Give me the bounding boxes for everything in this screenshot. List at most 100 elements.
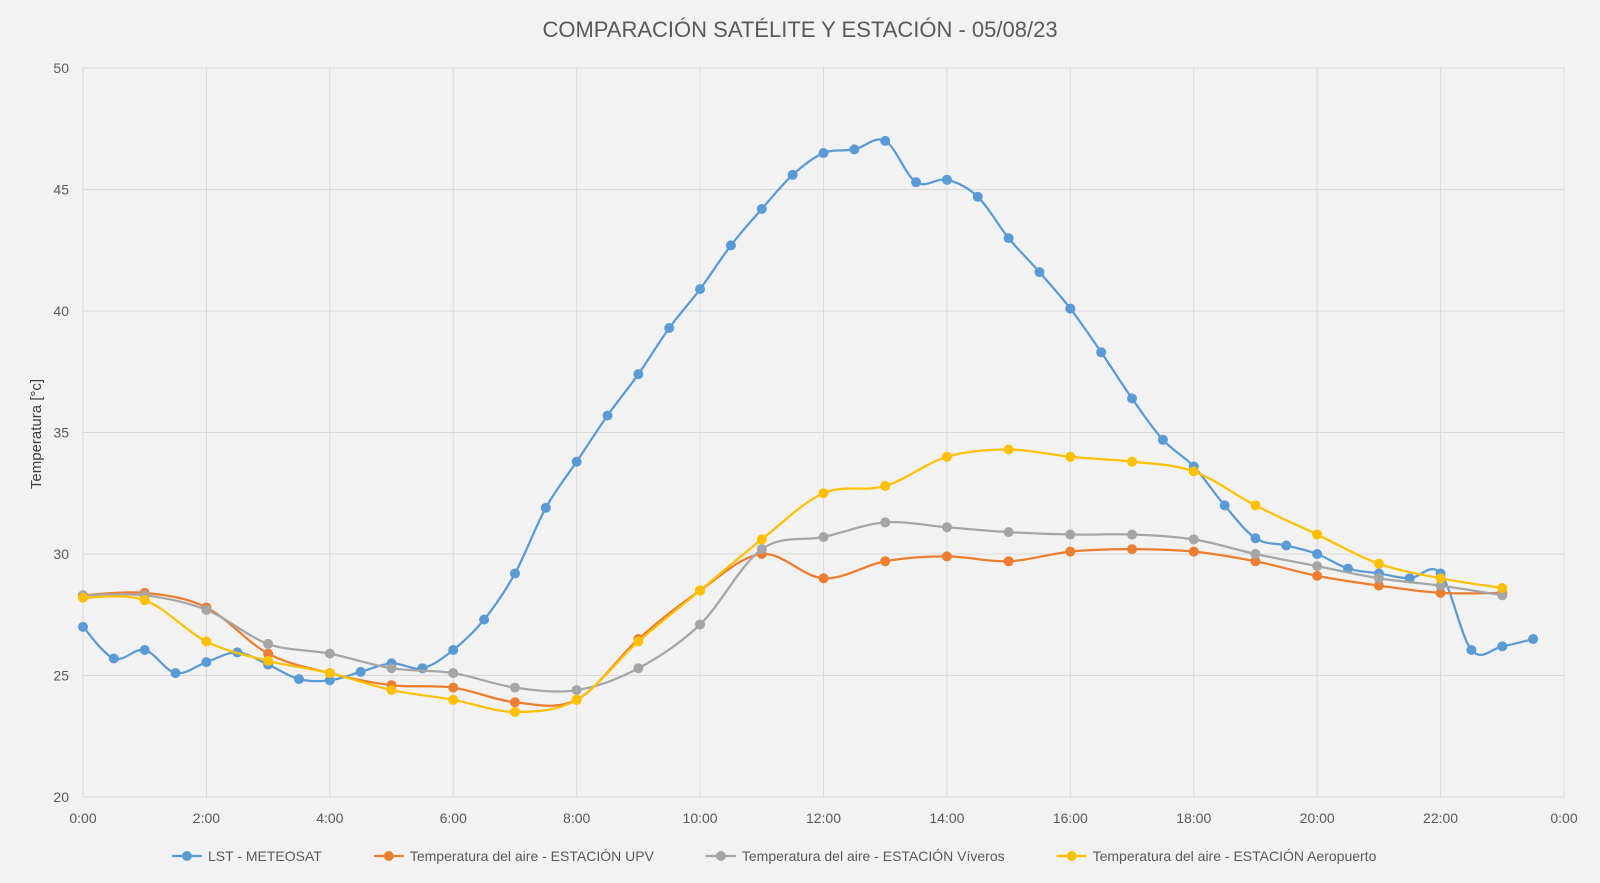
- data-point: [509, 682, 520, 693]
- y-tick-label: 30: [53, 546, 69, 562]
- data-point: [355, 666, 366, 677]
- data-point: [1466, 644, 1477, 655]
- data-point: [1188, 546, 1199, 557]
- legend-marker: [1066, 851, 1077, 861]
- data-point: [139, 644, 150, 655]
- data-point: [509, 697, 520, 708]
- data-point: [201, 636, 212, 647]
- data-point: [139, 595, 150, 606]
- x-tick-label: 0:00: [69, 810, 96, 826]
- legend-label: LST - METEOSAT: [208, 848, 322, 864]
- y-axis-ticks: 20 25 30 35 40 45 50: [53, 60, 69, 805]
- data-point: [509, 706, 520, 717]
- series-4: [78, 444, 1508, 717]
- x-tick-label: 0:00: [1550, 810, 1577, 826]
- y-axis-title: Temperatura [°c]: [28, 379, 45, 489]
- gridlines: [82, 67, 1565, 798]
- x-tick-label: 22:00: [1423, 810, 1458, 826]
- data-point: [725, 240, 736, 251]
- data-point: [324, 675, 335, 686]
- data-point: [386, 685, 397, 696]
- data-point: [1528, 634, 1539, 645]
- data-point: [1250, 533, 1261, 544]
- legend-marker: [715, 851, 726, 861]
- data-point: [201, 604, 212, 615]
- data-point: [479, 614, 490, 625]
- data-point: [1065, 546, 1076, 557]
- data-point: [108, 653, 119, 664]
- data-point: [941, 174, 952, 185]
- data-point: [1003, 444, 1014, 455]
- x-tick-label: 6:00: [440, 810, 467, 826]
- data-point: [1127, 456, 1138, 467]
- legend: LST - METEOSAT Temperatura del aire - EST…: [172, 848, 1377, 864]
- data-point: [941, 451, 952, 462]
- y-tick-label: 40: [53, 303, 69, 319]
- data-point: [1373, 580, 1384, 591]
- y-tick-label: 20: [53, 789, 69, 805]
- data-point: [571, 694, 582, 705]
- data-point: [1373, 558, 1384, 569]
- data-point: [1034, 267, 1045, 278]
- data-point: [1312, 570, 1323, 581]
- legend-item: Temperatura del aire - ESTACIÓN Aeropuer…: [1056, 848, 1377, 864]
- data-point: [787, 169, 798, 180]
- data-point: [602, 410, 613, 421]
- data-point: [293, 674, 304, 685]
- data-point: [448, 694, 459, 705]
- data-point: [448, 682, 459, 693]
- data-point: [880, 556, 891, 567]
- data-point: [695, 585, 706, 596]
- data-point: [756, 534, 767, 545]
- data-point: [633, 369, 644, 380]
- series-1: [78, 135, 1539, 686]
- data-point: [880, 517, 891, 528]
- x-tick-label: 4:00: [316, 810, 343, 826]
- x-axis-ticks: 0:00 2:00 4:00 6:00 8:00 10:00 12:00 14:00 16:00…: [69, 810, 1577, 826]
- data-point: [941, 551, 952, 562]
- data-point: [1497, 641, 1508, 652]
- legend-marker: [182, 851, 192, 861]
- data-point: [263, 655, 274, 666]
- series-line: [82, 448, 1503, 714]
- data-point: [1003, 233, 1014, 244]
- y-tick-label: 45: [53, 182, 69, 198]
- data-point: [1435, 580, 1446, 591]
- data-point: [1250, 556, 1261, 567]
- data-point: [695, 284, 706, 295]
- data-point: [571, 685, 582, 696]
- series-2: [78, 544, 1508, 708]
- data-point: [911, 177, 922, 188]
- data-point: [880, 480, 891, 491]
- data-point: [818, 573, 829, 584]
- legend-item: LST - METEOSAT: [172, 848, 322, 864]
- x-tick-label: 16:00: [1053, 810, 1088, 826]
- data-point: [818, 531, 829, 542]
- data-point: [633, 636, 644, 647]
- data-point: [1250, 549, 1261, 559]
- data-point: [695, 619, 706, 630]
- x-tick-label: 12:00: [806, 810, 841, 826]
- data-point: [263, 638, 274, 649]
- series-3: [78, 517, 1508, 696]
- data-point: [756, 203, 767, 214]
- data-point: [1065, 529, 1076, 540]
- x-tick-label: 2:00: [193, 810, 220, 826]
- data-point: [1312, 549, 1323, 559]
- data-point: [1435, 573, 1446, 584]
- data-point: [1127, 544, 1138, 555]
- data-point: [1373, 573, 1384, 584]
- data-point: [633, 663, 644, 674]
- y-tick-label: 25: [53, 668, 69, 684]
- data-point: [1219, 500, 1230, 511]
- data-point: [1157, 434, 1168, 445]
- data-point: [448, 644, 459, 655]
- data-point: [540, 502, 551, 513]
- data-point: [324, 668, 335, 679]
- data-point: [509, 568, 520, 579]
- legend-item: Temperatura del aire - ESTACIÓN UPV: [373, 848, 655, 864]
- data-point: [1188, 534, 1199, 545]
- data-point: [448, 668, 459, 679]
